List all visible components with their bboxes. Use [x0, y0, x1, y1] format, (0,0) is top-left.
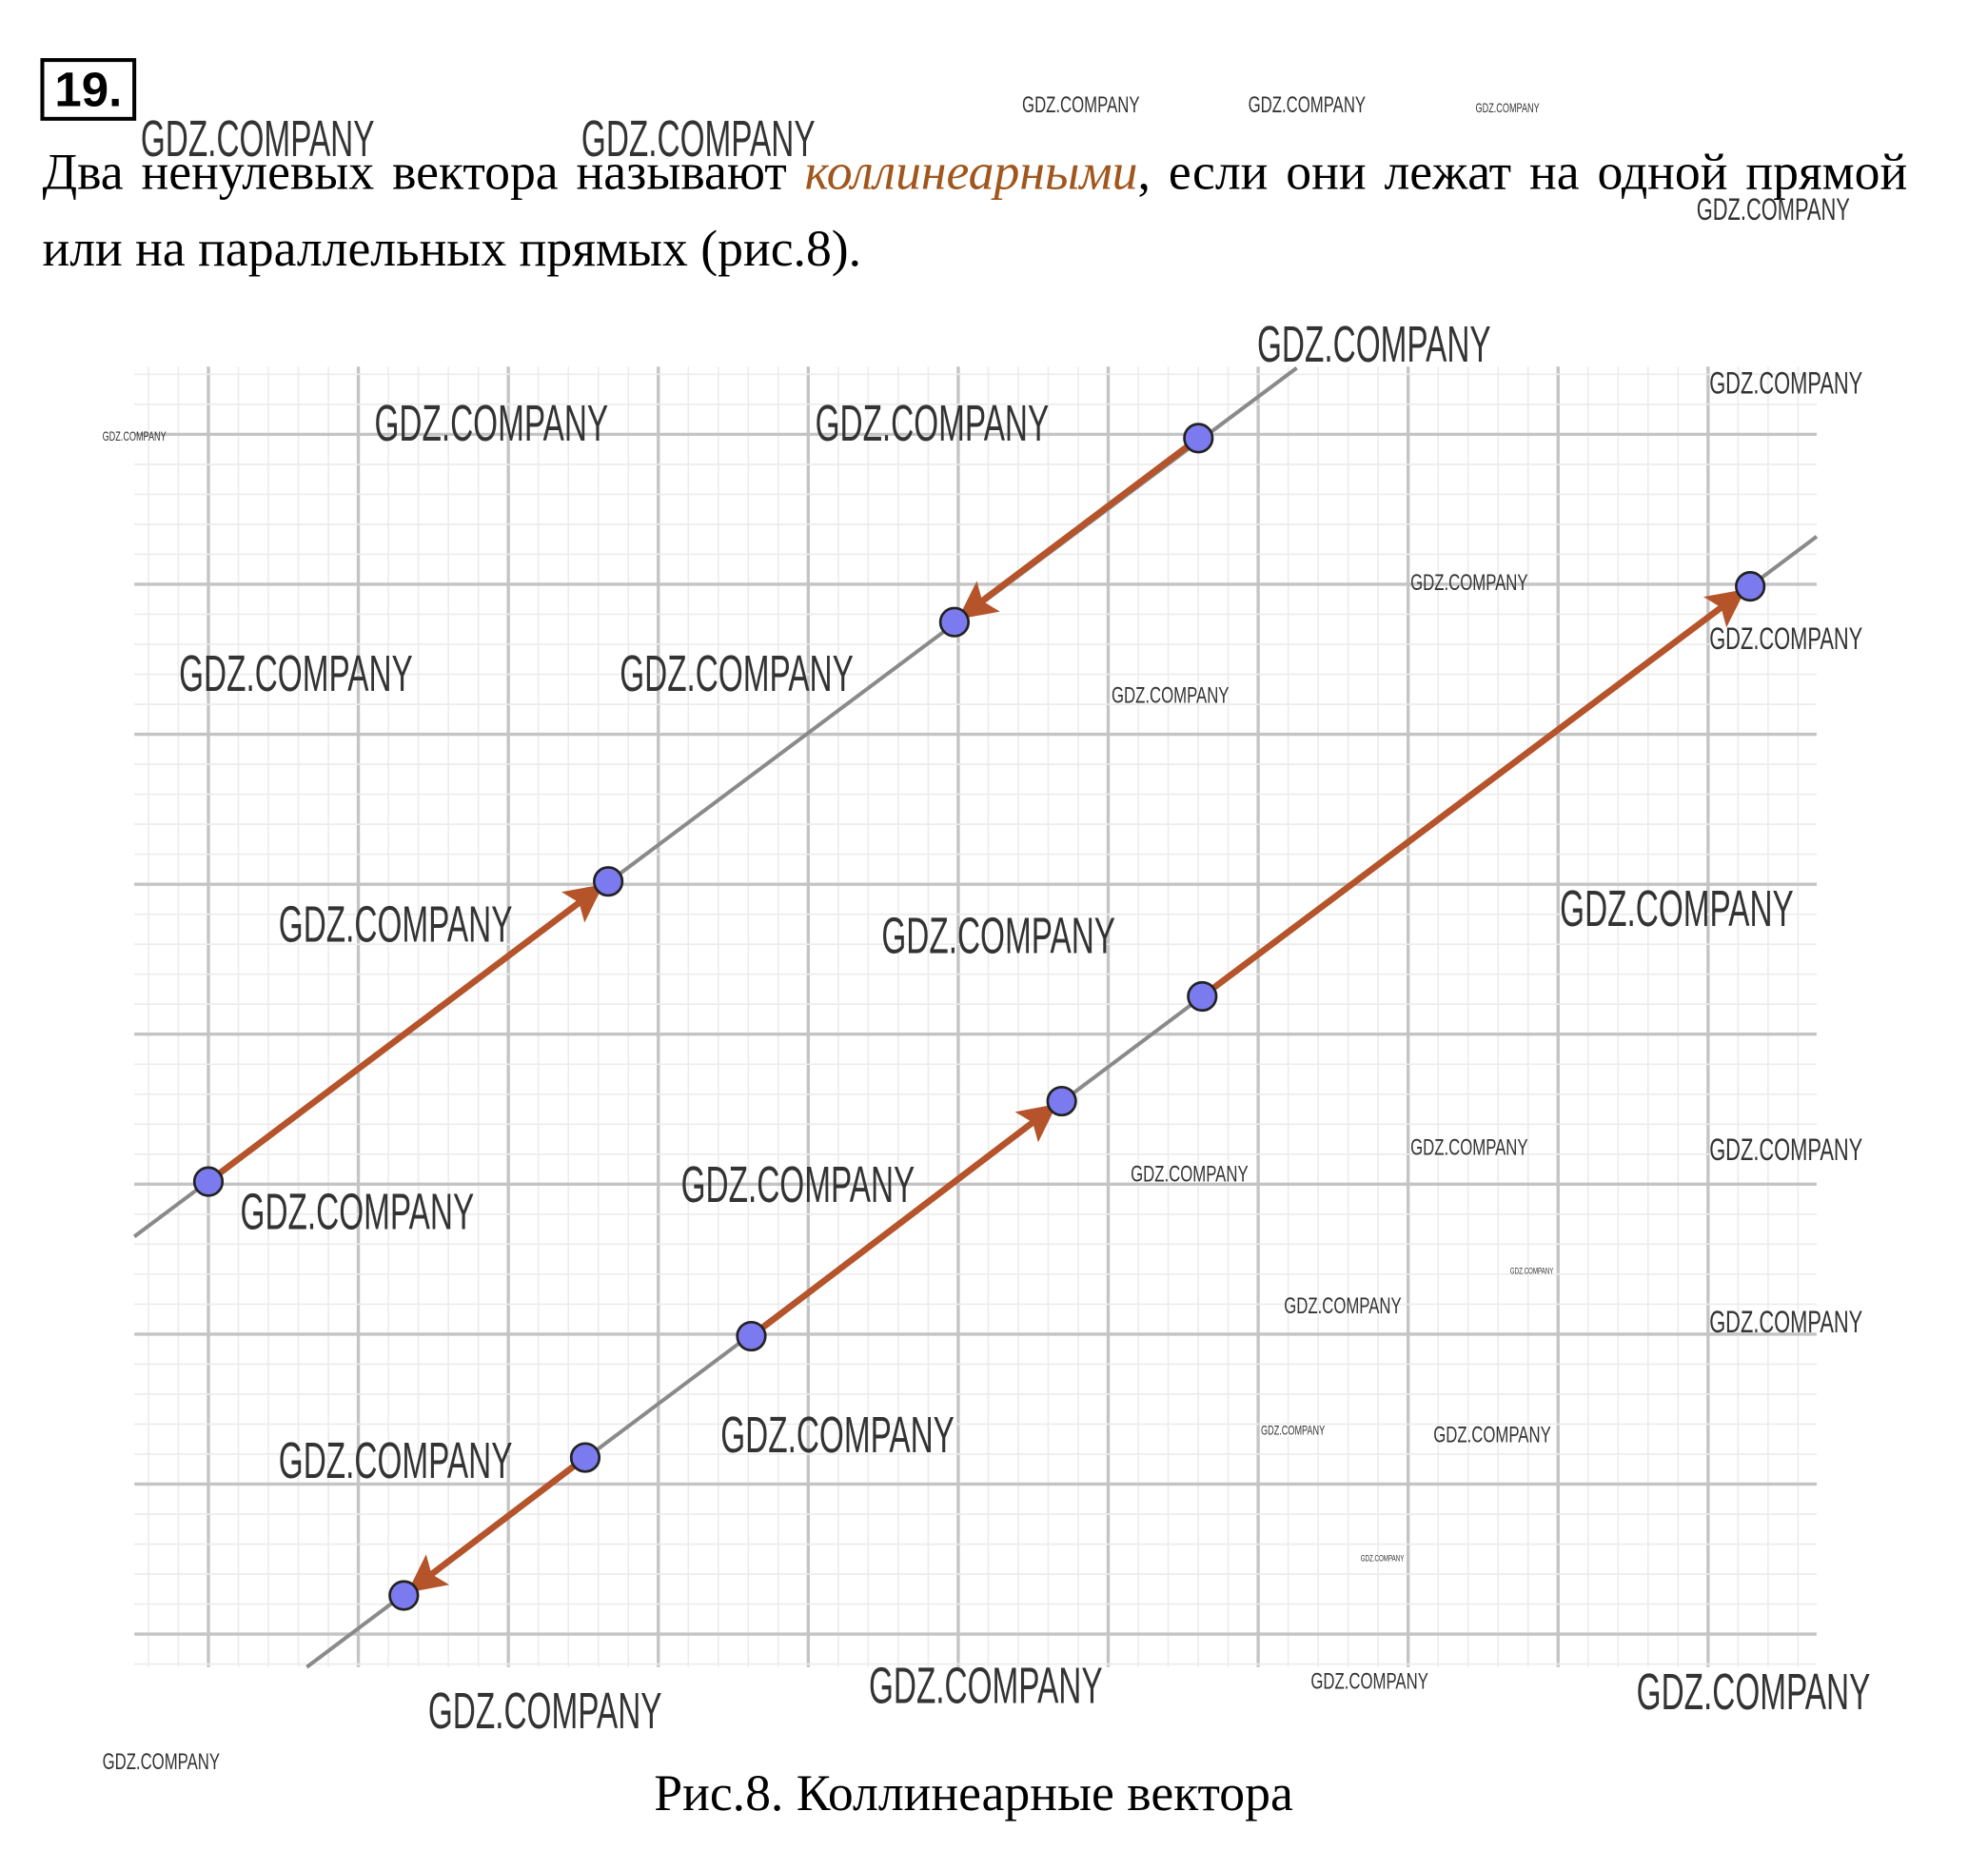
text: , если они лежат на одной прямой или на … — [42, 143, 1908, 278]
watermark: GDZ.COMPANY — [374, 395, 608, 452]
watermark: GDZ.COMPANY — [103, 429, 167, 443]
watermark: GDZ.COMPANY — [279, 1432, 513, 1489]
watermark: GDZ.COMPANY — [1112, 682, 1229, 708]
watermark: GDZ.COMPANY — [1637, 1664, 1871, 1721]
watermark: GDZ.COMPANY — [720, 1407, 955, 1464]
vector — [1200, 588, 1746, 999]
point — [569, 1442, 601, 1473]
watermark: GDZ.COMPANY — [1410, 1134, 1527, 1160]
watermark: GDZ.COMPANY — [1361, 1552, 1405, 1563]
number-box — [40, 58, 137, 121]
point — [388, 1580, 420, 1611]
watermark: GDZ.COMPANY — [881, 907, 1115, 964]
points — [192, 423, 1766, 1611]
point — [593, 866, 624, 897]
point — [1735, 571, 1766, 602]
watermark: GDZ.COMPANY — [1697, 192, 1850, 226]
term: коллинеарными — [804, 143, 1138, 201]
point — [1183, 423, 1214, 454]
watermark: GDZ.COMPANY — [103, 1749, 220, 1775]
watermark: GDZ.COMPANY — [141, 110, 375, 167]
watermark: GDZ.COMPANY — [1410, 570, 1527, 596]
point — [736, 1320, 767, 1352]
watermark: GDZ.COMPANY — [1261, 1423, 1325, 1437]
watermark: GDZ.COMPANY — [1022, 92, 1139, 118]
watermark: GDZ.COMPANY — [1249, 92, 1366, 118]
watermarks: GDZ.COMPANY GDZ.COMPANY GDZ.COMPANY GDZ.COM… — [103, 92, 1871, 1775]
watermark: GDZ.COMPANY — [1510, 1265, 1554, 1275]
watermark: GDZ.COMPANY — [1476, 101, 1540, 115]
watermark: GDZ.COMPANY — [816, 395, 1050, 452]
grid — [134, 366, 1817, 1667]
watermark: GDZ.COMPANY — [1709, 621, 1862, 656]
watermark: GDZ.COMPANY — [620, 645, 854, 702]
watermark: GDZ.COMPANY — [1310, 1669, 1427, 1695]
vector — [406, 1454, 587, 1593]
vector — [206, 883, 604, 1185]
watermark: GDZ.COMPANY — [1709, 1305, 1862, 1339]
watermark: GDZ.COMPANY — [681, 1156, 915, 1213]
paragraph-box: Два ненулевых вектора называют коллинеар… — [42, 134, 1907, 287]
watermark: GDZ.COMPANY — [1709, 365, 1862, 400]
watermark: GDZ.COMPANY — [581, 110, 816, 167]
watermark: GDZ.COMPANY — [1131, 1162, 1248, 1188]
problem-number: 19. — [54, 62, 122, 116]
watermark: GDZ.COMPANY — [869, 1657, 1103, 1714]
point — [192, 1166, 225, 1197]
watermark: GDZ.COMPANY — [179, 645, 413, 702]
caption: Рис.8. Коллинеарные вектора — [654, 1764, 1293, 1821]
paragraph: Два ненулевых вектора называют коллинеар… — [42, 134, 1907, 287]
point — [1187, 980, 1218, 1013]
vectors — [206, 435, 1746, 1593]
vector — [957, 435, 1201, 620]
watermark: GDZ.COMPANY — [1560, 880, 1794, 937]
point — [1046, 1085, 1077, 1117]
watermark: GDZ.COMPANY — [1709, 1132, 1862, 1167]
watermark: GDZ.COMPANY — [279, 896, 513, 953]
text: Два ненулевых вектора называют — [42, 143, 805, 201]
watermark: GDZ.COMPANY — [428, 1683, 662, 1740]
watermark: GDZ.COMPANY — [1433, 1422, 1550, 1447]
watermark: GDZ.COMPANY — [1284, 1293, 1401, 1319]
vector — [749, 1103, 1057, 1339]
watermark: GDZ.COMPANY — [241, 1183, 475, 1240]
point — [938, 606, 970, 638]
watermark: GDZ.COMPANY — [1257, 316, 1491, 373]
